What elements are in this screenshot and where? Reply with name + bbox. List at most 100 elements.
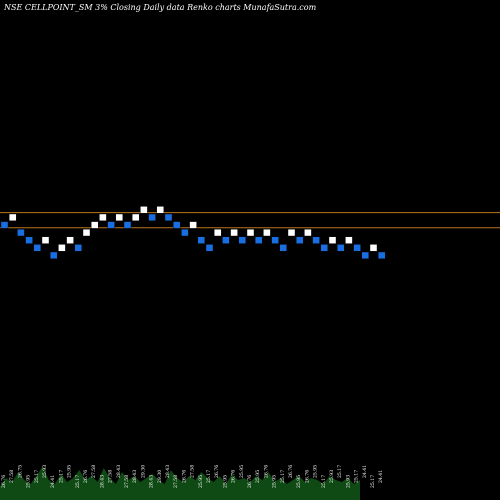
brick-label: 27.58: [124, 475, 130, 488]
brick-label: 25.93: [42, 465, 48, 478]
renko-brick: [115, 213, 124, 222]
renko-brick: [189, 221, 197, 229]
brick-label: 28.43: [116, 465, 122, 478]
renko-brick: [230, 228, 238, 237]
renko-brick: [164, 213, 173, 222]
brick-label: 25.17: [321, 475, 327, 488]
brick-label: 28.43: [99, 475, 105, 488]
brick-label: 25.93: [345, 475, 351, 488]
brick-label: 25.17: [337, 465, 343, 478]
renko-brick: [172, 221, 181, 229]
renko-brick: [328, 236, 337, 244]
brick-label: 25.17: [206, 470, 212, 483]
renko-brick: [213, 228, 222, 237]
brick-label: 27.58: [9, 470, 15, 483]
brick-label: 29.30: [157, 470, 163, 483]
brick-label: 25.17: [58, 470, 64, 483]
brick-label: 28.43: [132, 470, 138, 483]
volume-area: [0, 466, 360, 500]
brick-label: 26.76: [231, 470, 237, 483]
renko-brick: [378, 251, 386, 260]
brick-label: 25.17: [34, 470, 40, 483]
renko-brick: [337, 244, 345, 252]
reference-lines: [0, 212, 500, 229]
renko-brick: [222, 236, 230, 244]
renko-brick: [205, 244, 214, 252]
brick-label: 26.76: [288, 465, 294, 478]
brick-label: 27.58: [108, 470, 114, 483]
renko-brick: [246, 228, 255, 237]
renko-brick: [25, 236, 33, 244]
renko-brick: [353, 244, 361, 252]
brick-label: 25.95: [255, 470, 261, 483]
renko-brick: [345, 236, 353, 244]
volume-area-shape: [0, 466, 360, 500]
brick-label: 24.41: [378, 470, 384, 483]
renko-brick: [263, 228, 271, 237]
renko-brick: [66, 236, 74, 244]
renko-brick: [197, 236, 206, 244]
renko-brick: [33, 244, 41, 252]
brick-label: 25.95: [67, 465, 73, 478]
renko-brick: [82, 228, 91, 237]
brick-label: 26.76: [181, 470, 187, 483]
renko-brick: [74, 244, 83, 252]
brick-label: 26.76: [247, 475, 253, 488]
renko-brick: [156, 206, 165, 214]
renko-brick: [8, 213, 17, 222]
brick-label: 25.95: [296, 475, 302, 488]
brick-label: 25.95: [198, 475, 204, 488]
brick-label: 27.58: [190, 465, 196, 478]
renko-brick: [320, 244, 328, 252]
renko-brick: [304, 228, 312, 237]
brick-label: 25.95: [26, 475, 32, 488]
brick-label: 27.58: [91, 465, 97, 478]
brick-label: 26.75: [17, 465, 23, 478]
brick-label: 26.76: [263, 465, 269, 478]
brick-label: 26.76: [83, 470, 89, 483]
renko-brick: [361, 251, 369, 260]
renko-brick: [107, 221, 115, 229]
brick-label: 24.41: [362, 465, 368, 478]
renko-brick: [254, 236, 263, 244]
renko-brick: [287, 228, 296, 237]
brick-label: 26.76: [1, 475, 7, 488]
renko-brick: [90, 221, 99, 229]
renko-brick: [123, 221, 132, 229]
renko-bricks: [0, 206, 386, 260]
renko-brick: [181, 228, 189, 237]
chart-title: NSE CELLPOINT_SM 3% Closing Daily data R…: [3, 3, 317, 12]
renko-brick: [17, 228, 25, 237]
brick-label: 25.17: [280, 470, 286, 483]
renko-brick: [296, 236, 304, 244]
brick-label: 28.43: [165, 465, 171, 478]
brick-label: 25.95: [272, 475, 278, 488]
renko-brick: [0, 221, 9, 229]
brick-label: 25.17: [354, 470, 360, 483]
brick-label: 25.93: [329, 470, 335, 483]
renko-brick: [140, 206, 148, 214]
brick-label: 28.43: [149, 475, 155, 488]
renko-brick: [41, 236, 50, 244]
renko-brick: [99, 213, 107, 222]
renko-brick: [58, 244, 66, 252]
brick-label: 25.95: [222, 475, 228, 488]
brick-label: 27.58: [173, 475, 179, 488]
brick-label: 26.76: [214, 465, 220, 478]
renko-brick: [131, 213, 140, 222]
renko-brick: [50, 251, 58, 260]
renko-brick: [369, 244, 378, 252]
brick-label: 25.17: [75, 475, 81, 488]
brick-label: 29.30: [140, 465, 146, 478]
brick-label: 25.95: [239, 465, 245, 478]
renko-brick: [279, 244, 287, 252]
renko-brick: [148, 213, 156, 222]
renko-brick: [238, 236, 247, 244]
renko-brick: [271, 236, 279, 244]
brick-label: 24.41: [50, 475, 56, 488]
brick-label: 25.17: [370, 475, 376, 488]
brick-label: 25.95: [313, 465, 319, 478]
